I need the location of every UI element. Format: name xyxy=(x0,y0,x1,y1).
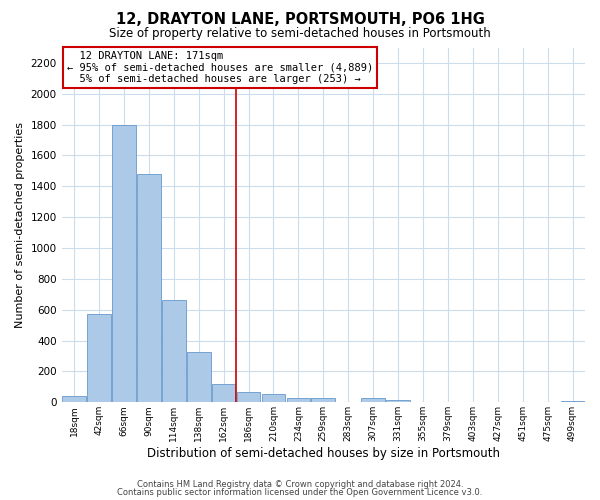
Bar xyxy=(311,398,335,402)
Bar xyxy=(87,314,111,402)
Bar xyxy=(137,174,161,402)
Bar xyxy=(187,352,211,403)
Bar xyxy=(386,400,410,402)
Bar xyxy=(262,394,286,402)
Text: Contains public sector information licensed under the Open Government Licence v3: Contains public sector information licen… xyxy=(118,488,482,497)
Bar xyxy=(112,124,136,402)
Text: Contains HM Land Registry data © Crown copyright and database right 2024.: Contains HM Land Registry data © Crown c… xyxy=(137,480,463,489)
Text: 12, DRAYTON LANE, PORTSMOUTH, PO6 1HG: 12, DRAYTON LANE, PORTSMOUTH, PO6 1HG xyxy=(116,12,484,28)
Bar xyxy=(237,392,260,402)
Bar xyxy=(212,384,235,402)
X-axis label: Distribution of semi-detached houses by size in Portsmouth: Distribution of semi-detached houses by … xyxy=(147,447,500,460)
Y-axis label: Number of semi-detached properties: Number of semi-detached properties xyxy=(15,122,25,328)
Bar xyxy=(361,398,385,402)
Bar xyxy=(62,396,86,402)
Text: 12 DRAYTON LANE: 171sqm  
← 95% of semi-detached houses are smaller (4,889)
  5%: 12 DRAYTON LANE: 171sqm ← 95% of semi-de… xyxy=(67,51,373,84)
Bar xyxy=(287,398,310,402)
Bar xyxy=(162,300,185,402)
Bar xyxy=(561,400,584,402)
Text: Size of property relative to semi-detached houses in Portsmouth: Size of property relative to semi-detach… xyxy=(109,28,491,40)
